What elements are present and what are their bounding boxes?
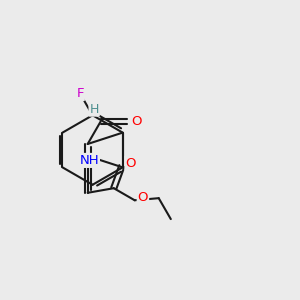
Text: O: O	[125, 157, 136, 169]
Text: F: F	[76, 87, 84, 100]
Text: NH: NH	[79, 154, 99, 167]
Text: O: O	[132, 115, 142, 128]
Text: H: H	[89, 103, 99, 116]
Text: O: O	[138, 191, 148, 204]
